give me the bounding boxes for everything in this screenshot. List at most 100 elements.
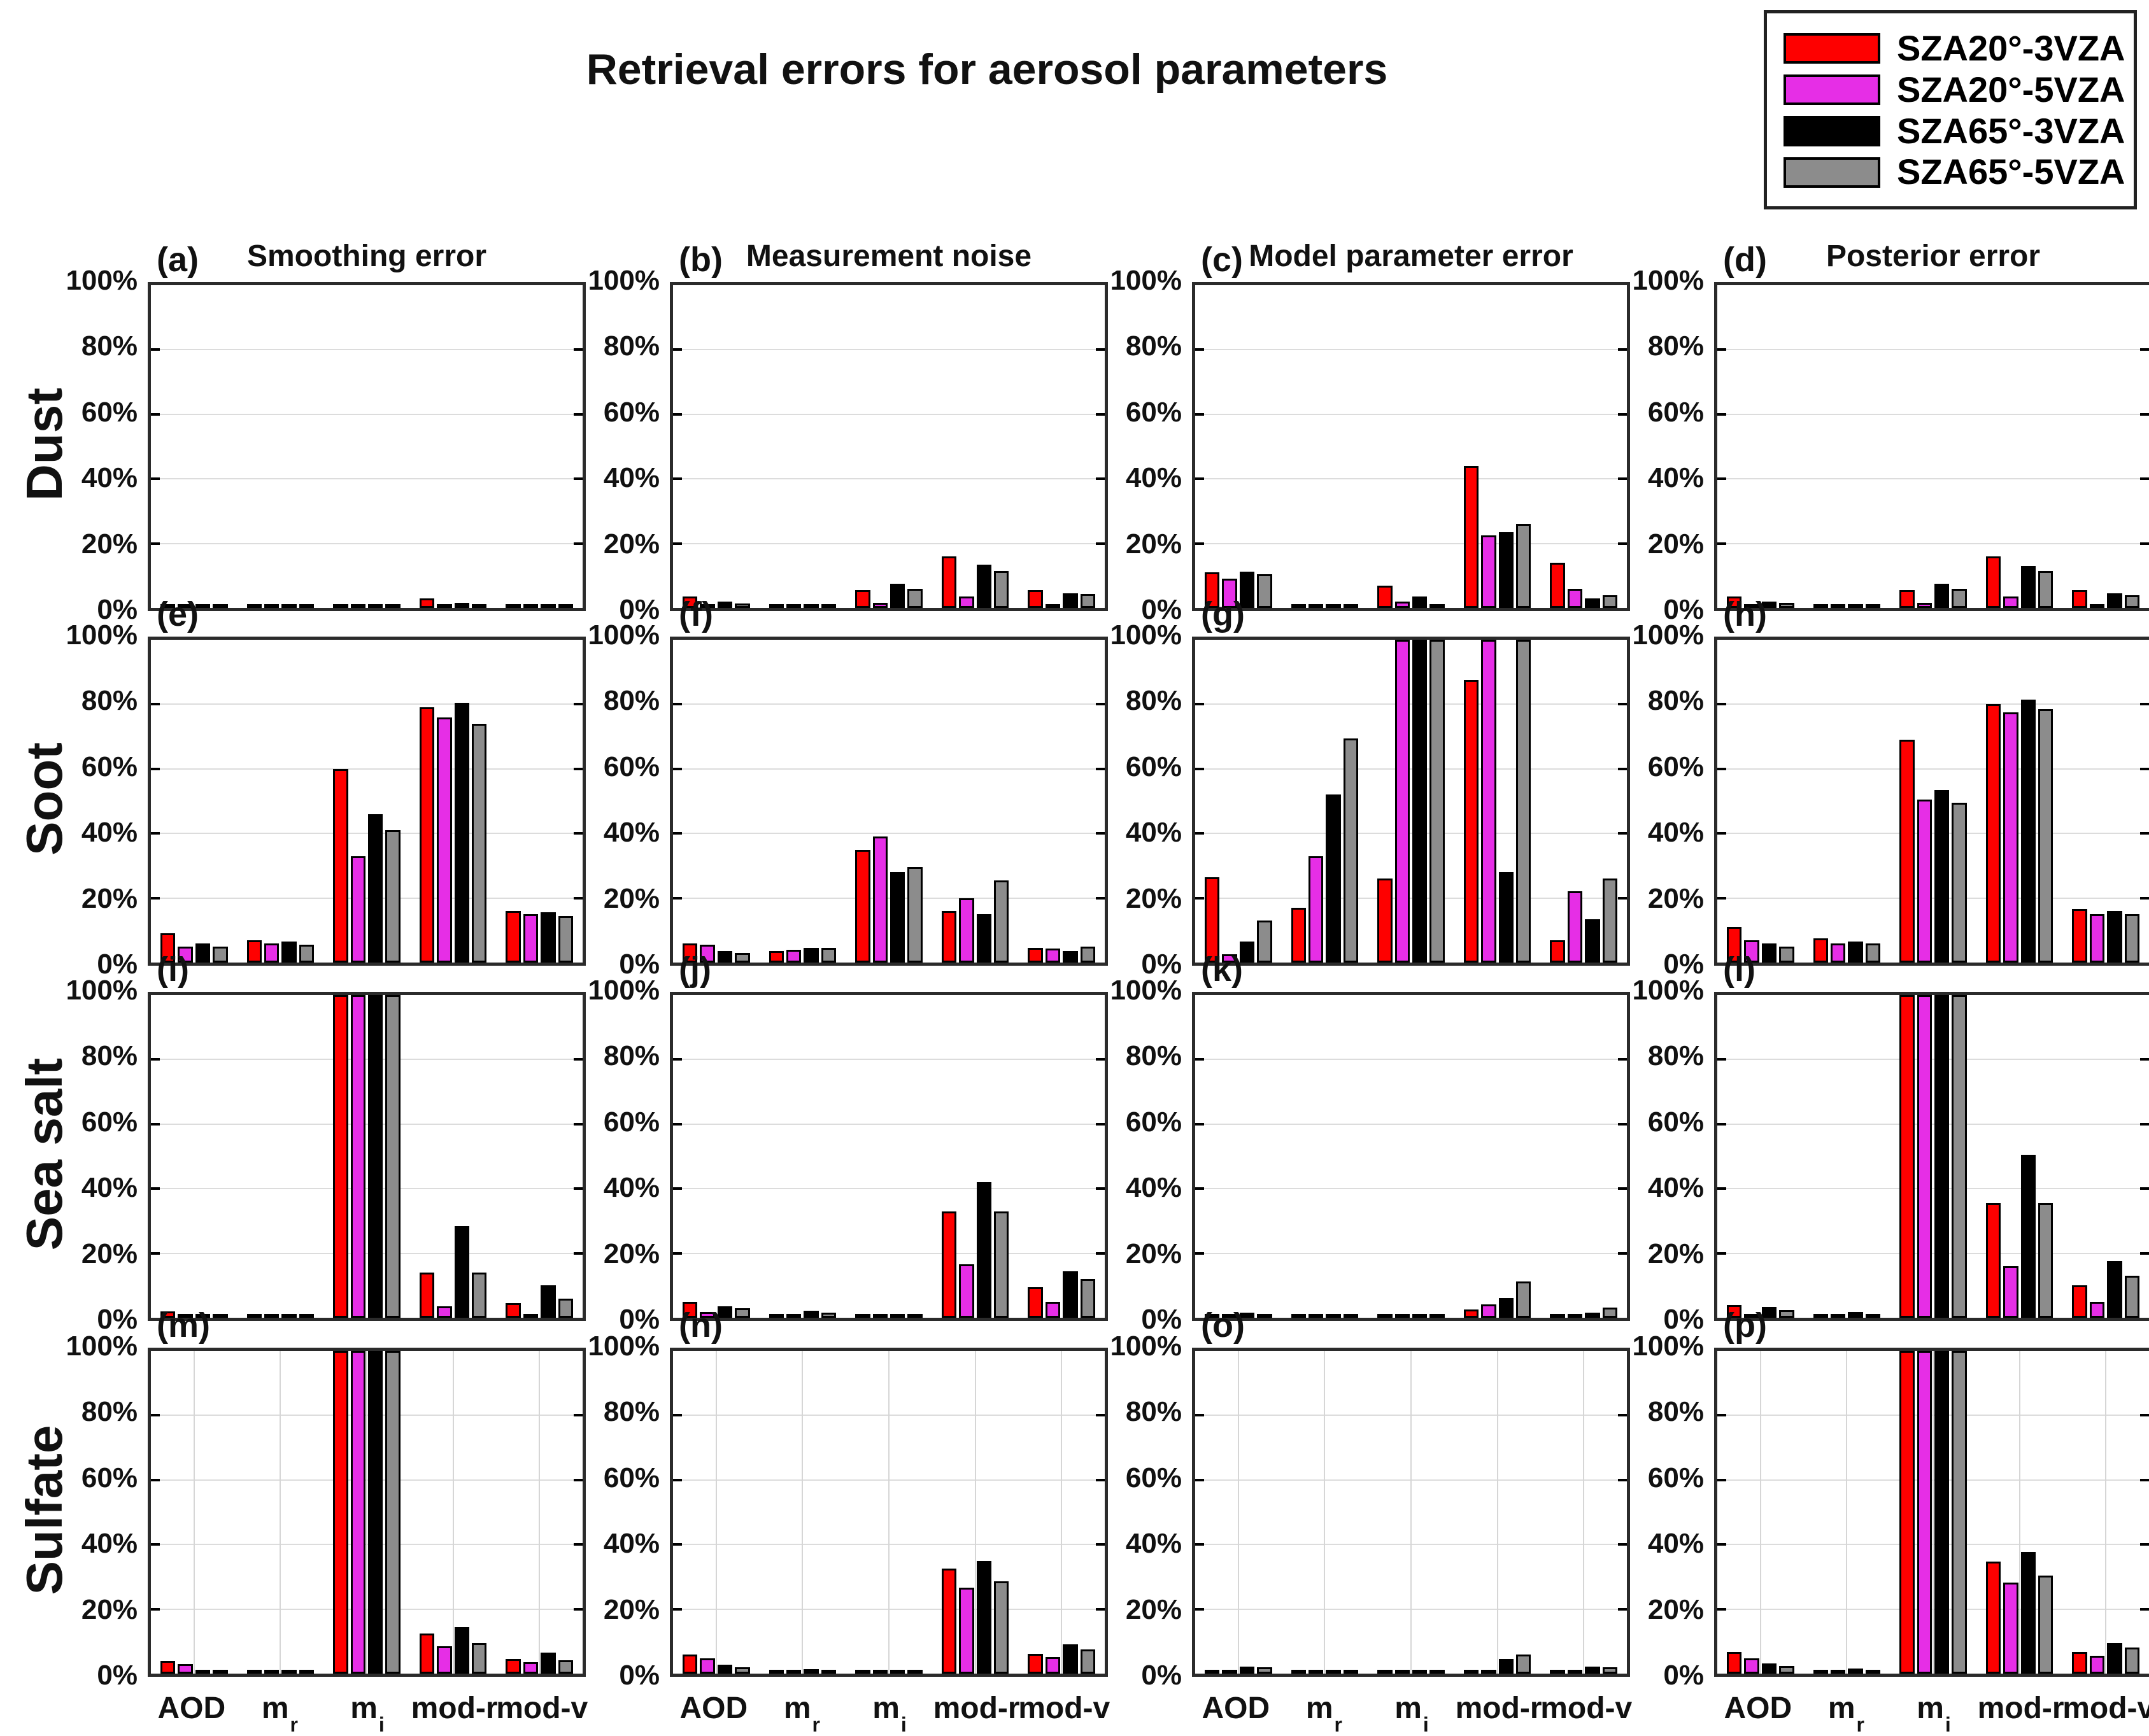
bar-mod-r-sza65-5vza [1516,1281,1531,1318]
bar-mod-v-sza20-3vza [506,910,521,963]
y-tick-label: 60% [81,396,138,428]
bar-aod-sza20-3vza [160,604,176,608]
bar-m-r-sza65-5vza [1343,738,1359,963]
column-title-model-parameter-error: Model parameter error [1249,239,1573,273]
bar-aod-sza20-5vza [1222,1314,1237,1318]
panel-i [148,992,586,1321]
gridline-h [673,478,1105,480]
y-tick-label: 100% [1110,975,1182,1006]
bar-m-i-sza65-3vza [1934,1351,1950,1674]
bar-mod-r-sza65-3vza [2020,566,2036,608]
tick-mark [1618,413,1627,416]
y-tick-label: 40% [1647,462,1704,494]
bar-m-r-sza65-3vza [281,942,297,963]
tick-mark [1195,348,1204,351]
bar-group-aod [160,995,228,1318]
y-tick-label: 0% [1663,1660,1704,1691]
bar-group-mod-r [1463,285,1531,608]
bar-group-mod-r [941,995,1009,1318]
tick-mark [673,542,682,545]
panel-j [670,992,1108,1321]
bar-mod-r-sza20-5vza [959,1587,974,1674]
tick-mark [1096,1187,1105,1190]
y-tick-label: 40% [603,462,660,494]
bar-m-i-sza20-3vza [333,768,348,963]
bar-group-mod-r [1985,1351,2053,1674]
bar-mod-v-sza20-3vza [1028,1653,1043,1674]
bar-aod-sza65-5vza [735,603,750,608]
y-tick-label: 40% [81,462,138,494]
panel-letter-n: (n) [679,1306,723,1344]
bar-aod-sza65-5vza [1257,574,1272,608]
tick-mark [673,1543,682,1546]
panel-letter-g: (g) [1201,595,1245,633]
gridline-h [673,1123,1105,1125]
y-tick-label: 0% [619,594,660,625]
bar-m-i-sza20-3vza [855,1670,870,1674]
tick-mark [2140,1607,2149,1611]
bar-group-m-i [333,995,401,1318]
bar-m-r-sza20-5vza [1308,604,1324,608]
bar-group-m-i [333,285,401,608]
bar-m-r-sza20-3vza [1813,1314,1828,1318]
tick-mark [1717,767,1726,770]
bar-m-i-sza65-3vza [367,995,383,1318]
bar-mod-v-sza20-5vza [2089,914,2105,963]
bar-m-r-sza20-5vza [786,1670,802,1674]
y-tick-label: 40% [1125,1528,1182,1560]
bar-m-i-sza65-5vza [1952,995,1967,1318]
tick-mark [574,1543,583,1546]
bar-m-i-sza65-3vza [1934,789,1950,963]
panel-f [670,637,1108,966]
bar-m-i-sza20-5vza [1394,601,1410,608]
bar-aod-sza20-3vza [160,1660,176,1674]
bar-group-aod [682,1351,750,1674]
tick-mark [673,896,682,900]
panel-a [148,282,586,611]
tick-mark [1717,542,1726,545]
bar-mod-v-sza65-3vza [1063,951,1078,963]
bar-mod-r-sza20-3vza [941,556,957,608]
bar-mod-r-sza65-5vza [472,723,487,963]
column-title-posterior-error: Posterior error [1826,239,2041,273]
bar-m-i-sza65-3vza [890,872,905,963]
x-tick-label-m-i: mi [872,1691,907,1736]
tick-mark [1717,896,1726,900]
bar-m-r-sza20-5vza [1308,1670,1324,1674]
tick-mark [1618,1414,1627,1417]
bar-aod-sza65-5vza [1257,921,1272,963]
tick-mark [2140,1414,2149,1417]
bar-m-r-sza65-3vza [804,1669,819,1674]
legend-swatch [1784,74,1880,106]
bar-group-mod-v [506,1351,574,1674]
y-tick-label: 100% [1632,1330,1704,1362]
bar-m-r-sza20-5vza [264,1670,280,1674]
y-tick-label: 40% [1125,462,1182,494]
bar-m-i-sza20-3vza [1899,740,1915,963]
bar-m-i-sza20-3vza [1899,995,1915,1318]
tick-mark [673,703,682,706]
bar-m-i-sza20-5vza [1394,1670,1410,1674]
y-tick-label: 20% [1647,882,1704,914]
gridline-h [1717,897,2149,899]
bar-aod-sza20-3vza [1204,877,1220,963]
bar-m-i-sza65-3vza [1934,583,1950,608]
tick-mark [151,477,160,481]
y-tick-label: 20% [1647,1593,1704,1625]
tick-mark [151,1478,160,1481]
bar-m-r-sza20-3vza [1813,1669,1828,1674]
bar-group-m-i [1899,995,1967,1318]
bar-mod-r-sza65-3vza [1498,1297,1514,1318]
bar-m-i-sza65-5vza [1429,1670,1445,1674]
y-tick-label: 80% [81,1040,138,1072]
gridline-h [151,703,583,705]
bar-mod-r-sza20-3vza [419,707,435,963]
tick-mark [1096,1543,1105,1546]
bar-mod-r-sza65-5vza [1516,1655,1531,1674]
y-tick-label: 20% [1125,882,1182,914]
legend-item: SZA65°-3VZA [1784,112,2125,150]
bar-group-mod-r [419,995,487,1318]
bar-m-r-sza20-3vza [246,1670,262,1674]
bar-m-r-sza65-5vza [1343,1670,1359,1674]
bar-group-mod-r [419,640,487,963]
